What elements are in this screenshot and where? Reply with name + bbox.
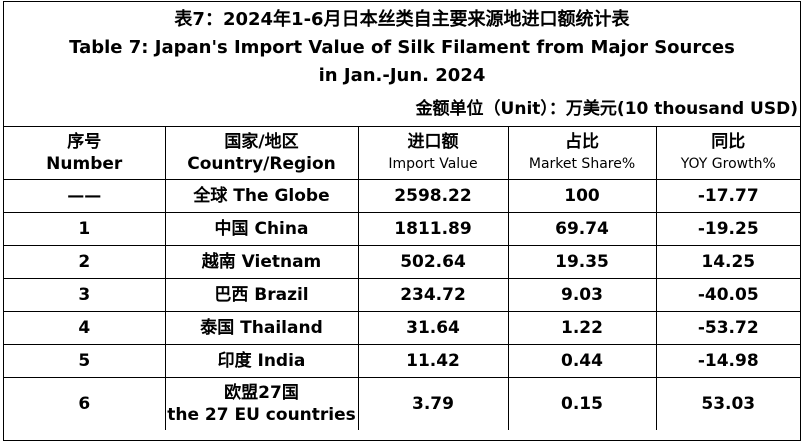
table-cell: 欧盟27国 the 27 EU countries: [164, 377, 359, 430]
table-cell: 2: [4, 245, 166, 279]
table-cell: 泰国 Thailand: [164, 311, 359, 345]
header-zh: 占比: [565, 132, 599, 152]
table-document: 表7：2024年1-6月日本丝类自主要来源地进口额统计表 Table 7: Ja…: [3, 1, 801, 441]
table-cell: 9.03: [507, 278, 657, 312]
header-en: Country/Region: [187, 154, 336, 174]
header-en: Market Share%: [528, 156, 636, 172]
table-row: 3 巴西 Brazil 234.72 9.03 -40.05: [4, 278, 800, 312]
table-cell: 3.79: [357, 377, 509, 430]
header-cell: 进口额 Import Value: [357, 126, 509, 180]
table-cell: 14.25: [655, 245, 800, 279]
header-cell: 同比 YOY Growth%: [655, 126, 800, 180]
header-zh: 序号: [67, 132, 102, 152]
header-cell: 国家/地区 Country/Region: [164, 126, 359, 180]
table-cell: -19.25: [655, 212, 800, 246]
table-row: 4 泰国 Thailand 31.64 1.22 -53.72: [4, 311, 800, 345]
header-en: Import Value: [388, 156, 478, 172]
table-row: —— 全球 The Globe 2598.22 100 -17.77: [4, 179, 800, 213]
table-cell: 1811.89: [357, 212, 509, 246]
title-line: Table 7: Japan's Import Value of Silk Fi…: [69, 37, 735, 58]
header-en: YOY Growth%: [680, 156, 776, 172]
unit: 金额单位（Unit）：万美元(10 thousand USD): [415, 99, 798, 119]
table-cell: 1.22: [507, 311, 657, 345]
table-row: 2 越南 Vietnam 502.64 19.35 14.25: [4, 245, 800, 279]
table-cell: 234.72: [357, 278, 509, 312]
table-cell: -17.77: [655, 179, 800, 213]
table-cell: 印度 India: [164, 344, 359, 378]
table-cell: 100: [507, 179, 657, 213]
header-zh: 同比: [711, 132, 746, 152]
table-cell: 69.74: [507, 212, 657, 246]
header-cell: 占比 Market Share%: [507, 126, 657, 180]
table-header: 序号 Number 国家/地区 Country/Region 进口额 Import Val…: [4, 126, 800, 180]
header-zh: 国家/地区: [224, 132, 299, 152]
header-zh: 进口额: [407, 132, 459, 152]
table-cell: 6: [4, 377, 166, 430]
table-cell: 0.15: [507, 377, 657, 430]
table-row: 1 中国 China 1811.89 69.74 -19.25: [4, 212, 800, 246]
table-cell: 越南 Vietnam: [164, 245, 359, 279]
header-row: 序号 Number 国家/地区 Country/Region 进口额 Import Val…: [4, 126, 800, 180]
table-cell: 中国 China: [164, 212, 359, 246]
table-cell: 4: [4, 311, 166, 345]
title-line: in Jan.-Jun. 2024: [318, 65, 486, 86]
table-cell: 53.03: [655, 377, 800, 430]
table-cell: -40.05: [655, 278, 800, 312]
table-cell: ——: [4, 179, 166, 213]
table-cell: 1: [4, 212, 166, 246]
title: 表7：2024年1-6月日本丝类自主要来源地进口额统计表 Table 7: Ja…: [4, 2, 800, 92]
table-row: 6 欧盟27国 the 27 EU countries 3.79 0.15 53.03: [4, 377, 800, 430]
table-cell: 3: [4, 278, 166, 312]
table-body: —— 全球 The Globe 2598.22 100 -17.77 1 中国 China 1…: [4, 179, 800, 430]
table-cell: 0.44: [507, 344, 657, 378]
table-cell: -53.72: [655, 311, 800, 345]
table-cell: 巴西 Brazil: [164, 278, 359, 312]
table-cell: 31.64: [357, 311, 509, 345]
table-cell: 11.42: [357, 344, 509, 378]
header-cell: 序号 Number: [4, 126, 166, 180]
data-table: 序号 Number 国家/地区 Country/Region 进口额 Import Val…: [4, 126, 800, 430]
header-en: Number: [46, 154, 123, 174]
table-cell: 502.64: [357, 245, 509, 279]
table-cell: -14.98: [655, 344, 800, 378]
table-cell: 5: [4, 344, 166, 378]
table-cell: 全球 The Globe: [164, 179, 359, 213]
title-line: 表7：2024年1-6月日本丝类自主要来源地进口额统计表: [174, 9, 630, 30]
table-cell: 19.35: [507, 245, 657, 279]
table-cell: 2598.22: [357, 179, 509, 213]
table-row: 5 印度 India 11.42 0.44 -14.98: [4, 344, 800, 378]
